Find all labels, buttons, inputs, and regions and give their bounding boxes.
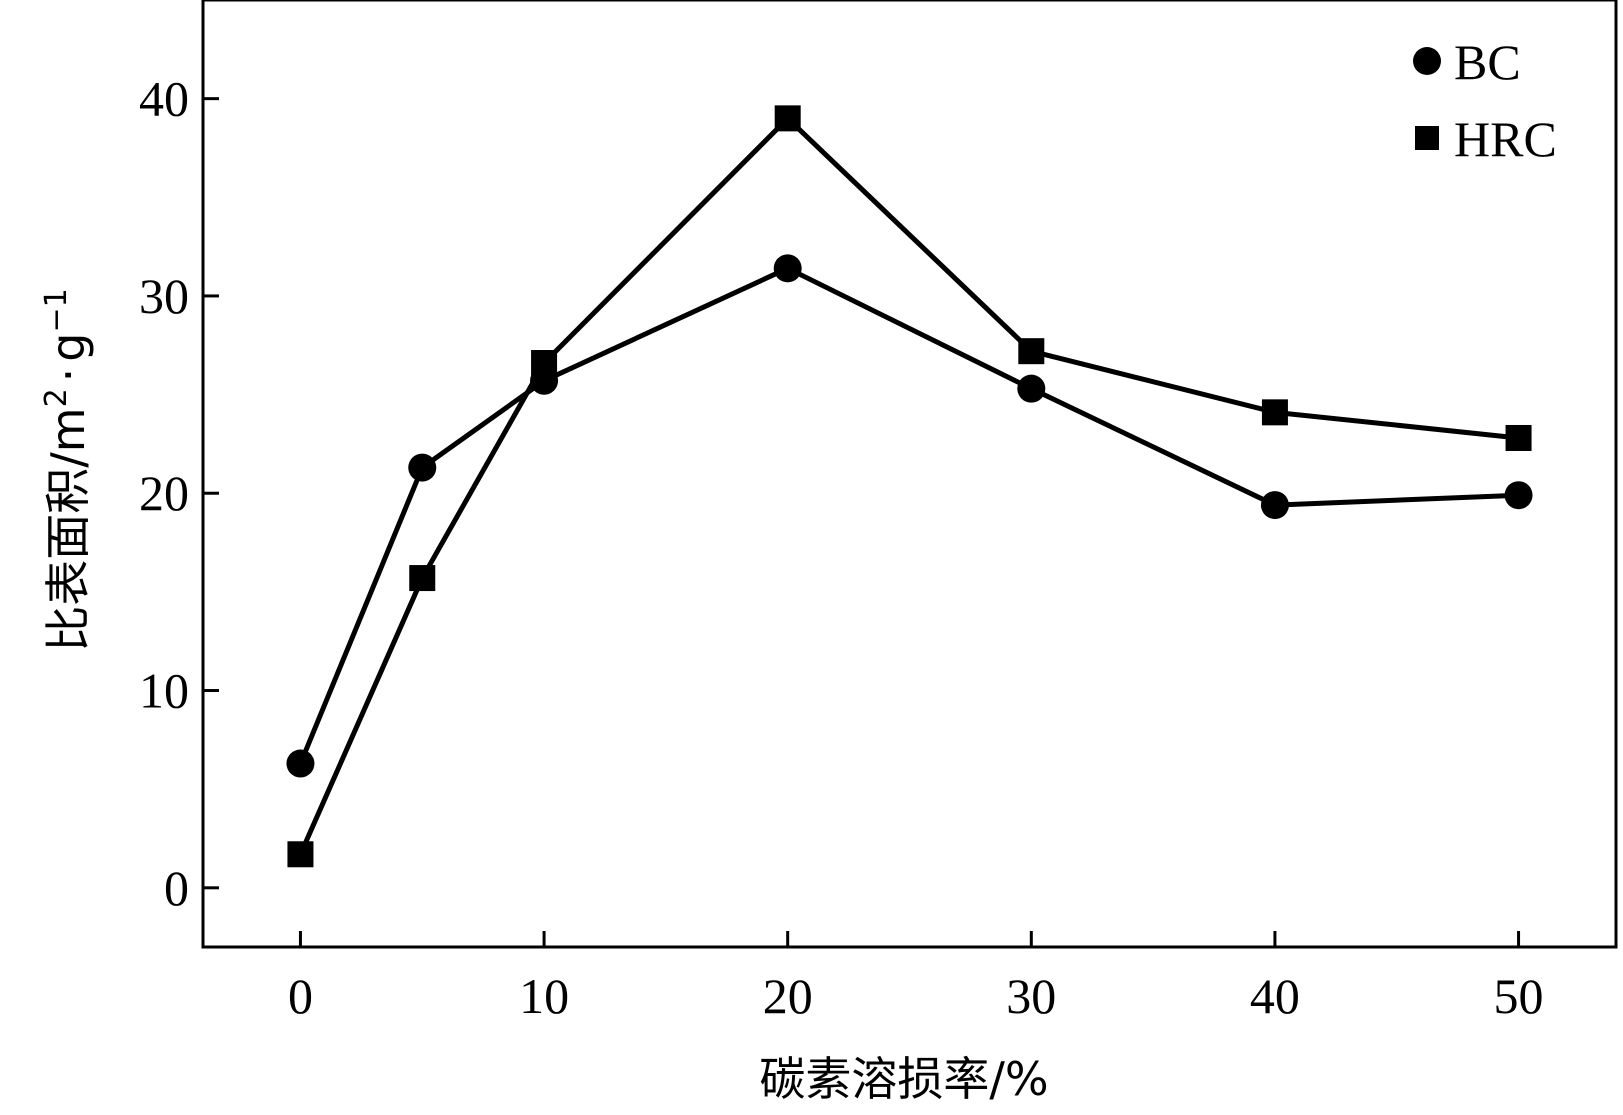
series-markers [286, 105, 1533, 868]
y-axis-title-unit: g [41, 333, 95, 362]
axis-ticks: 0 10 20 30 40 50 0 10 20 30 40 [139, 71, 1544, 1024]
data-point-hrc [1261, 399, 1288, 426]
legend-marker-bc [1413, 47, 1441, 75]
y-tick-label: 30 [139, 268, 189, 324]
legend-label-bc: BC [1454, 34, 1521, 90]
x-tick-label: 0 [288, 968, 313, 1024]
data-point-bc [1260, 491, 1289, 520]
legend: BC HRC [1413, 34, 1557, 167]
y-tick-label: 40 [139, 71, 189, 127]
legend-marker-hrc [1415, 126, 1439, 150]
legend-label-hrc: HRC [1454, 111, 1557, 167]
y-tick-label: 20 [139, 465, 189, 521]
data-point-bc [286, 749, 315, 778]
data-point-hrc [409, 565, 436, 592]
data-point-hrc [1018, 338, 1045, 365]
y-axis-title-sup1: 2 [39, 388, 74, 407]
data-point-hrc [287, 841, 314, 868]
plot-frame [201, 0, 1618, 949]
y-axis-title-main: 比表面积/m [41, 407, 95, 651]
y-tick-label: 0 [164, 860, 189, 916]
x-tick-label: 10 [519, 968, 569, 1024]
series-line-hrc [298, 115, 1519, 856]
data-point-hrc [774, 105, 801, 132]
y-axis-title-dot: · [41, 368, 95, 383]
data-point-hrc [531, 350, 558, 377]
x-axis-title: 碳素溶损率/% [759, 1052, 1048, 1106]
series-lines [298, 115, 1519, 856]
series-line-bc [298, 265, 1519, 765]
y-axis-title-sup2: −1 [39, 288, 74, 332]
x-tick-label: 40 [1250, 968, 1300, 1024]
x-tick-label: 30 [1006, 968, 1056, 1024]
y-axis-title: 比表面积/m2 · g−1 [39, 288, 95, 651]
x-tick-label: 50 [1494, 968, 1544, 1024]
data-point-bc [773, 254, 802, 283]
x-tick-label: 20 [763, 968, 813, 1024]
data-point-hrc [1505, 424, 1532, 451]
y-tick-label: 10 [139, 663, 189, 719]
data-point-bc [408, 453, 437, 482]
data-point-bc [1017, 374, 1046, 403]
data-point-bc [1504, 481, 1533, 510]
